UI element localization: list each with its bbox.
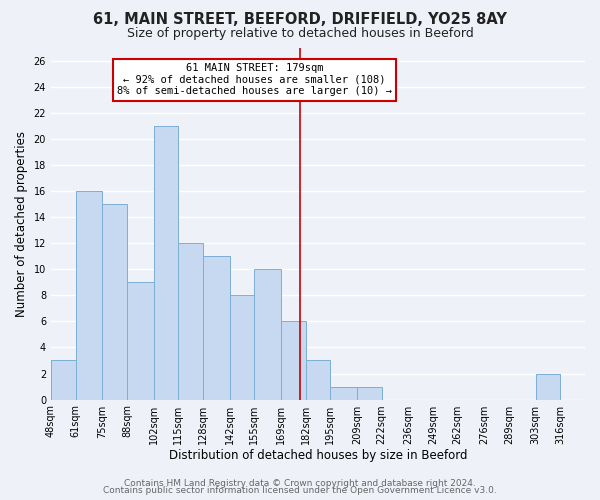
Text: 61 MAIN STREET: 179sqm
← 92% of detached houses are smaller (108)
8% of semi-det: 61 MAIN STREET: 179sqm ← 92% of detached… <box>117 63 392 96</box>
X-axis label: Distribution of detached houses by size in Beeford: Distribution of detached houses by size … <box>169 450 467 462</box>
Bar <box>154 126 178 400</box>
Bar <box>357 386 382 400</box>
Text: Contains public sector information licensed under the Open Government Licence v3: Contains public sector information licen… <box>103 486 497 495</box>
Bar <box>331 386 357 400</box>
Bar <box>178 243 203 400</box>
Bar <box>254 269 281 400</box>
Y-axis label: Number of detached properties: Number of detached properties <box>15 130 28 316</box>
Text: 61, MAIN STREET, BEEFORD, DRIFFIELD, YO25 8AY: 61, MAIN STREET, BEEFORD, DRIFFIELD, YO2… <box>93 12 507 28</box>
Text: Contains HM Land Registry data © Crown copyright and database right 2024.: Contains HM Land Registry data © Crown c… <box>124 478 476 488</box>
Bar <box>305 360 331 400</box>
Bar <box>102 204 127 400</box>
Bar <box>51 360 76 400</box>
Bar <box>230 296 254 400</box>
Bar <box>536 374 560 400</box>
Bar <box>203 256 230 400</box>
Text: Size of property relative to detached houses in Beeford: Size of property relative to detached ho… <box>127 28 473 40</box>
Bar <box>76 191 102 400</box>
Bar <box>127 282 154 400</box>
Bar <box>281 322 305 400</box>
